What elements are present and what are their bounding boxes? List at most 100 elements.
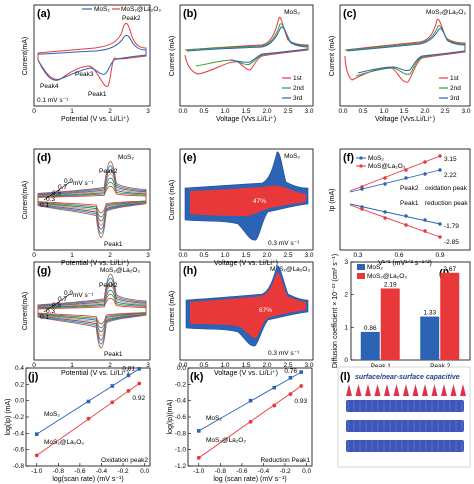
panel-k-annotation: Reduction Peak1 <box>260 457 310 464</box>
panel-k-xtick: -0.4 <box>258 468 270 475</box>
panel-a-axes <box>33 4 151 107</box>
panel-g-peak1: Peak1 <box>104 351 123 358</box>
panel-d-rate: 0.3 <box>46 196 55 203</box>
panel-f-slope: -1.79 <box>444 223 459 230</box>
panel-i-ytick: 1 <box>344 324 348 331</box>
panel-h-xtick: 0.5 <box>199 362 208 369</box>
panel-d-ylabel: Current(mA) <box>22 181 29 220</box>
panel-b-title: MoS₂ <box>284 9 300 16</box>
panel-a-peak3: Peak3 <box>75 71 94 78</box>
panel-i-legend-swatch <box>357 264 365 270</box>
panel-i-category: Peak 1 <box>371 363 392 370</box>
panel-e-xtick: 2.0 <box>262 252 271 259</box>
panel-g-rate: 0.5 <box>52 302 61 309</box>
panel-g-xtick: 0 <box>32 362 36 369</box>
panel-l-ion-cone <box>441 384 447 396</box>
panel-f-slope: 3.15 <box>444 156 457 163</box>
panel-h-label: (h) <box>183 265 197 277</box>
panel-k-ytick: -0.2 <box>175 381 187 388</box>
panel-k-slope: 0.76 <box>284 368 297 375</box>
panel-l-ion-cone <box>403 384 409 396</box>
panel-f-xtick: 0.9 <box>435 252 444 259</box>
panel-g-label: (g) <box>37 265 51 277</box>
panel-k-ytick: -0.6 <box>175 414 187 421</box>
panel-j-ytick: -0.4 <box>13 430 25 437</box>
panel-d-peak2: Peak2 <box>99 168 118 175</box>
panel-j-point <box>110 400 115 405</box>
panel-d-xtick: 1 <box>70 252 74 259</box>
panel-h-xtick: 3.0 <box>304 362 313 369</box>
panel-c-legend-3rd: 3rd <box>450 95 460 102</box>
panel-j-xtick: -1.0 <box>31 468 43 475</box>
panel-e-xtick: 1.0 <box>220 252 229 259</box>
panel-e-xlabel: Voltage (V vs. Li/Li⁺) <box>214 260 278 267</box>
panel-l-layer <box>346 400 464 412</box>
panel-c-legend-1st: 1st <box>450 75 459 82</box>
panel-d-xtick: 2 <box>108 252 112 259</box>
panel-i-legend-label: MoS₂ <box>367 264 383 271</box>
panel-k-point <box>288 376 293 380</box>
panel-d-rate-unit: mV s⁻¹ <box>73 180 94 187</box>
panel-j-point <box>34 432 39 436</box>
panel-k-ytick: 0.0 <box>177 365 186 372</box>
panel-f-xlabel: V¹ᐟ² (mV¹ᐟ² s⁻¹ᐟ²) <box>378 260 432 267</box>
panel-k-ytick: -1.2 <box>175 463 187 470</box>
panel-j-ytick: -0.2 <box>13 414 25 421</box>
panel-k-xtick: 0.0 <box>302 468 311 475</box>
panel-c: (c) MoS₂@La₂O₃ 1st 2nd 3rd 0.0 0.5 1.0 1… <box>329 4 471 123</box>
panel-c-xtick: 3.0 <box>461 108 470 115</box>
panel-l-layer <box>346 440 464 452</box>
panel-c-title: MoS₂@La₂O₃ <box>426 9 466 16</box>
panel-e-rate: 0.3 mV s⁻¹ <box>268 240 300 247</box>
panel-k: (k) -1.0 -0.8 -0.6 -0.4 -0.2 0.0-1.2-1.0-0.8-… <box>167 365 313 483</box>
panel-k-xtick: -1.0 <box>193 468 205 475</box>
panel-k-point <box>196 455 201 460</box>
panel-e-percent: 47% <box>253 198 266 205</box>
panel-j-slope: 0.92 <box>132 395 145 402</box>
panel-l-label: (l) <box>340 371 351 383</box>
panel-h-xtick: 2.5 <box>283 362 292 369</box>
panel-j-point <box>110 384 115 388</box>
panel-h-xlabel: Voltage (V vs. Li/Li⁺) <box>214 370 278 377</box>
panel-i-value-label: 2.67 <box>443 266 456 273</box>
panel-f-peak2: Peak2 <box>400 185 419 192</box>
panel-e: (e) MoS₂ 47% 0.3 mV s⁻¹ 0.0 0.5 1.0 1.5 … <box>169 148 314 267</box>
panel-b-xtick: 0.0 <box>178 108 187 115</box>
panel-d-rate: 0.9 <box>64 178 73 185</box>
panel-a-peak1: Peak1 <box>88 91 107 98</box>
panel-j-ytick: 0.0 <box>15 398 24 405</box>
panel-c-xtick: 0.5 <box>358 108 367 115</box>
panel-d-cv-curves <box>37 161 147 238</box>
panel-g-peak2: Peak2 <box>99 282 118 289</box>
panel-j-point <box>34 453 39 458</box>
panel-c-xtick: 0.0 <box>338 108 347 115</box>
panel-i-ylabel: Diffusion coefficient × 10⁻¹³ (cm² s⁻¹) <box>332 254 339 368</box>
panel-l-ion-cone <box>355 384 362 396</box>
panel-l-ion-cone <box>460 384 466 396</box>
panel-k-point <box>299 384 304 388</box>
panel-i-value-label: 2.19 <box>384 281 397 288</box>
panel-f-slope: -2.85 <box>444 239 459 246</box>
panel-k-slope: 0.93 <box>294 398 307 405</box>
panel-j-plot: -1.0 -0.8 -0.6 -0.4 -0.2 0.0 -0.8 -0.6 -0.4 -0.2 0… <box>5 365 150 483</box>
panel-f-reduction: reduction peak <box>425 200 468 207</box>
panel-k-point <box>288 392 293 397</box>
panel-g-rate: 0.3 <box>46 308 55 315</box>
panel-b-xtick: 0.5 <box>199 108 208 115</box>
panel-k-ytick: -0.4 <box>175 398 187 405</box>
panel-j-series-label: MoS₂@La₂O₃ <box>44 439 84 446</box>
panel-b-legend-1st: 1st <box>293 75 302 82</box>
panel-j-ytick: 0.4 <box>15 365 24 372</box>
panel-h-xtick: 2.0 <box>262 362 271 369</box>
panel-j-annotation: Oxidation peak2 <box>101 457 148 464</box>
panel-g-xlabel: Potential (V vs. Li/Li⁺) <box>61 370 129 377</box>
panel-a-label: (a) <box>37 8 51 20</box>
panel-a-xtick: 0 <box>32 108 36 115</box>
panel-h-xtick: 1.0 <box>220 362 229 369</box>
panel-j-xlabel: log(scan rate) (mV s⁻¹) <box>52 476 123 483</box>
panel-h-rate: 0.3 mV s⁻¹ <box>268 350 300 357</box>
panel-i-bar <box>420 316 440 360</box>
panel-j-point <box>137 381 142 386</box>
panel-g-rate: 0.9 <box>64 290 73 297</box>
